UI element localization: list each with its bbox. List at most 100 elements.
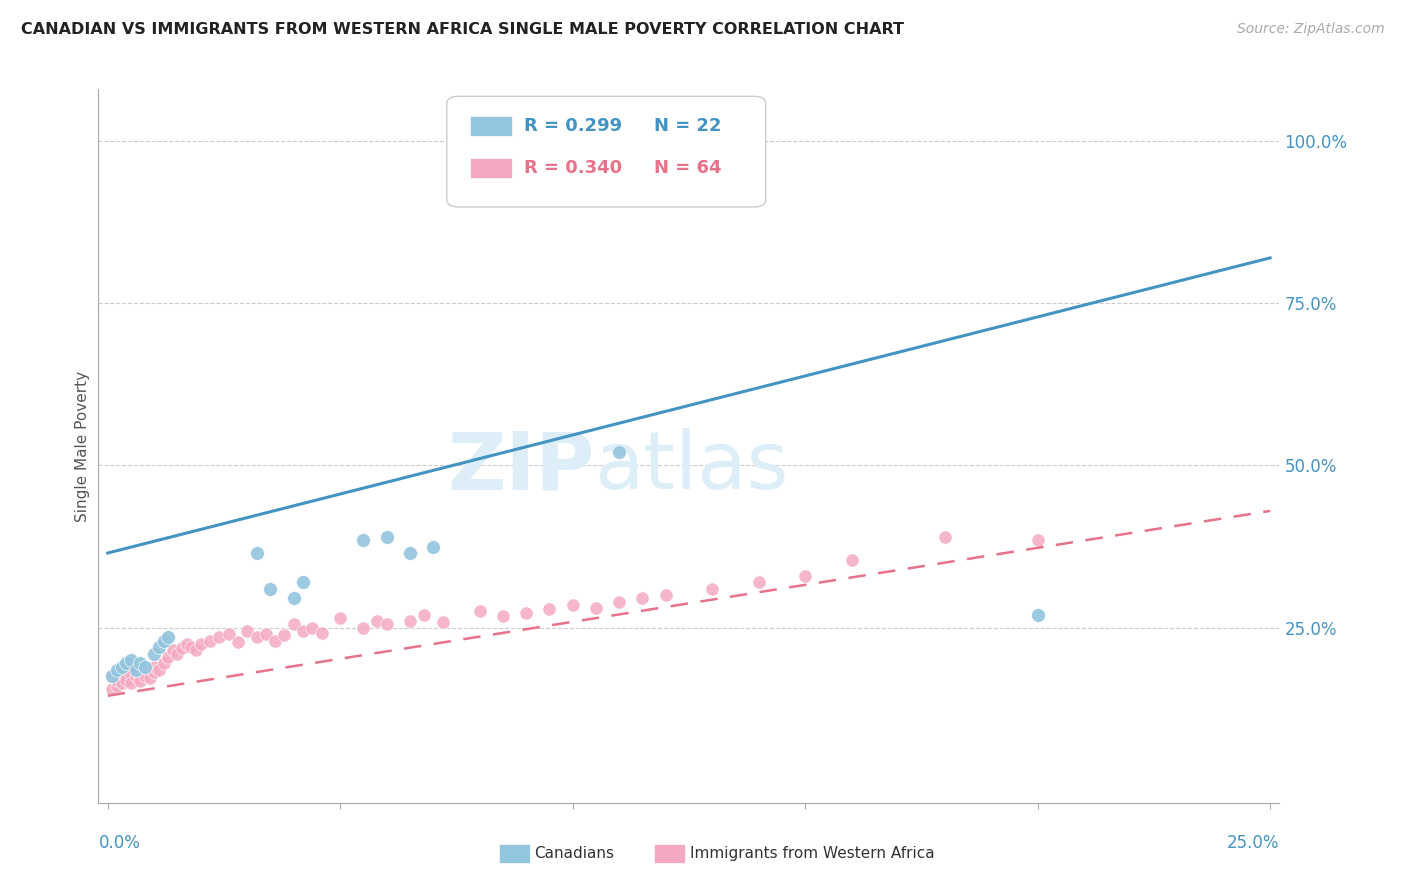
Point	[134, 669, 156, 683]
Point	[134, 659, 156, 673]
Point	[105, 663, 128, 677]
Point	[152, 657, 174, 671]
Point	[607, 445, 630, 459]
Point	[120, 667, 142, 681]
Point	[115, 673, 138, 687]
Point	[468, 604, 491, 618]
Point	[124, 663, 146, 677]
Point	[375, 617, 398, 632]
Point	[292, 624, 315, 638]
Point	[841, 552, 863, 566]
Point	[115, 657, 138, 671]
Point	[702, 582, 724, 596]
Text: Immigrants from Western Africa: Immigrants from Western Africa	[690, 847, 935, 861]
Point	[138, 671, 160, 685]
Point	[283, 617, 305, 632]
Point	[1026, 533, 1049, 547]
Point	[176, 637, 198, 651]
Point	[412, 607, 434, 622]
Bar	[471, 159, 512, 178]
Point	[585, 601, 607, 615]
Point	[101, 669, 124, 683]
Text: R = 0.299: R = 0.299	[523, 117, 621, 135]
Text: atlas: atlas	[595, 428, 789, 507]
Point	[143, 659, 166, 673]
Point	[283, 591, 305, 606]
Point	[208, 631, 231, 645]
Point	[366, 614, 388, 628]
Point	[148, 663, 170, 677]
Point	[399, 614, 422, 628]
Point	[273, 628, 295, 642]
Point	[143, 665, 166, 679]
Point	[538, 602, 561, 616]
Point	[259, 582, 281, 596]
Point	[492, 609, 515, 624]
Point	[1026, 607, 1049, 622]
Point	[148, 640, 170, 654]
Point	[245, 546, 267, 560]
Text: Source: ZipAtlas.com: Source: ZipAtlas.com	[1237, 22, 1385, 37]
Point	[129, 657, 152, 671]
Text: ZIP: ZIP	[447, 428, 595, 507]
Point	[607, 595, 630, 609]
Point	[157, 649, 180, 664]
Text: R = 0.340: R = 0.340	[523, 160, 621, 178]
Point	[111, 659, 134, 673]
Point	[631, 591, 654, 606]
Point	[311, 625, 333, 640]
Point	[124, 663, 146, 677]
Point	[129, 673, 152, 688]
Point	[422, 540, 444, 554]
Point	[748, 575, 770, 590]
Point	[105, 679, 128, 693]
Point	[120, 653, 142, 667]
Point	[515, 607, 537, 621]
Text: N = 64: N = 64	[654, 160, 721, 178]
Point	[934, 530, 956, 544]
Point	[111, 675, 134, 690]
Point	[134, 666, 156, 681]
Point	[166, 647, 188, 661]
Text: N = 22: N = 22	[654, 117, 721, 135]
Point	[654, 588, 676, 602]
Point	[432, 615, 454, 630]
Point	[143, 647, 166, 661]
Point	[124, 669, 146, 683]
FancyBboxPatch shape	[447, 96, 766, 207]
Text: 0.0%: 0.0%	[98, 834, 141, 852]
Point	[157, 631, 180, 645]
Point	[184, 643, 207, 657]
Point	[120, 675, 142, 690]
Point	[111, 666, 134, 681]
Point	[301, 621, 323, 635]
Point	[236, 624, 259, 638]
Point	[292, 575, 315, 590]
Point	[105, 673, 128, 687]
Point	[254, 627, 277, 641]
Point	[115, 669, 138, 683]
Point	[399, 546, 422, 560]
Point	[353, 621, 375, 635]
Point	[198, 633, 221, 648]
Point	[129, 671, 152, 685]
Point	[101, 682, 124, 697]
Y-axis label: Single Male Poverty: Single Male Poverty	[75, 370, 90, 522]
Point	[264, 633, 287, 648]
Point	[353, 533, 375, 547]
Point	[375, 530, 398, 544]
Point	[162, 643, 184, 657]
Point	[101, 669, 124, 683]
Text: 25.0%: 25.0%	[1227, 834, 1279, 852]
Point	[172, 641, 194, 656]
Bar	[471, 116, 512, 136]
Text: CANADIAN VS IMMIGRANTS FROM WESTERN AFRICA SINGLE MALE POVERTY CORRELATION CHART: CANADIAN VS IMMIGRANTS FROM WESTERN AFRI…	[21, 22, 904, 37]
Point	[218, 627, 240, 641]
Point	[190, 637, 212, 651]
Point	[561, 598, 583, 612]
Point	[226, 635, 249, 649]
Point	[794, 568, 817, 582]
Point	[180, 640, 202, 654]
Point	[152, 633, 174, 648]
Point	[329, 611, 352, 625]
